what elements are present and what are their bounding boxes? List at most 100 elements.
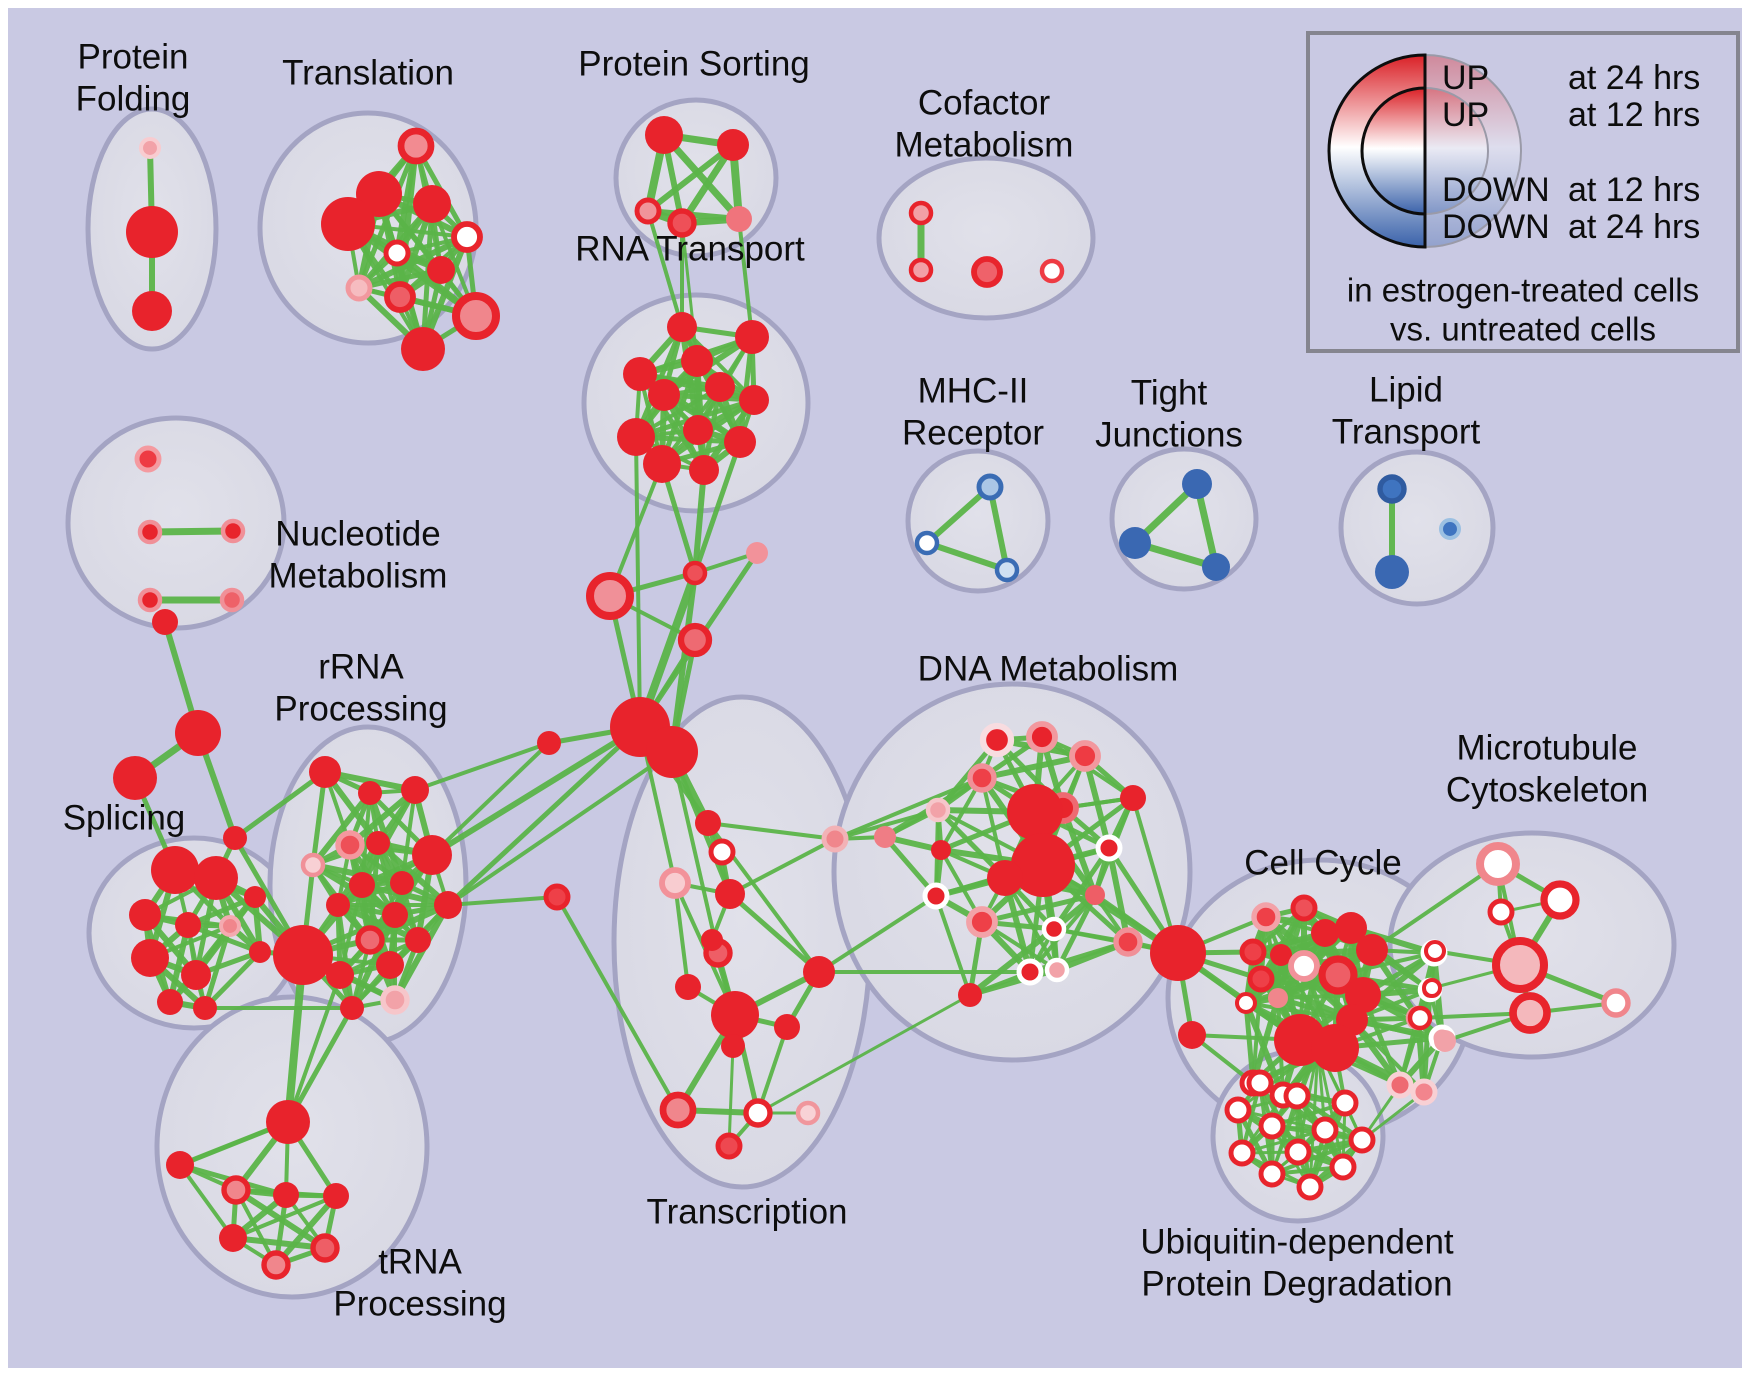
cluster-label-cofactor: Cofactor — [918, 84, 1051, 123]
edge-trna — [231, 1194, 338, 1240]
gene-node-splicing-8 — [157, 989, 183, 1015]
gene-node-cell_cycle-5 — [1234, 991, 1258, 1015]
edge-dna — [967, 926, 1057, 998]
cluster-label-rrna: rRNA — [318, 648, 404, 687]
edge-splicing — [167, 922, 191, 1005]
gene-node-ubiquitin-3 — [1331, 1089, 1359, 1117]
gene-node-cell_cycle-0 — [1251, 902, 1281, 932]
gene-node-cell_cycle-6 — [1268, 988, 1288, 1008]
gene-node-backbone-7 — [821, 825, 849, 853]
edge-link — [646, 209, 684, 329]
gene-node-backbone-5 — [746, 542, 768, 564]
gene-node-splicing_outer-0 — [175, 710, 221, 756]
gene-node-rrna-17 — [380, 985, 410, 1015]
gene-node-rrna-0 — [309, 756, 341, 788]
gene-node-transcription-10 — [721, 1034, 745, 1058]
gene-node-nucleotide-1 — [137, 519, 163, 545]
layer-legend: UP at 24 hrs UP at 12 hrs DOWN at 12 hrs DOWN a… — [1306, 31, 1740, 353]
edge-link — [555, 895, 680, 1112]
edge-link — [692, 467, 707, 576]
gene-node-rrna-11 — [355, 925, 385, 955]
gene-node-nucleotide-3 — [137, 587, 163, 613]
gene-node-dna-14 — [922, 882, 950, 910]
gene-node-transcription-12 — [743, 1098, 773, 1128]
cluster-label-translation: Translation — [282, 54, 454, 93]
cluster-label-trna: tRNA — [378, 1243, 462, 1282]
edge-mhc — [924, 540, 1010, 573]
cluster-label-rna-transport: RNA Transport — [575, 230, 805, 269]
legend-direction-label: DOWN — [1442, 171, 1550, 209]
gene-node-cell_cycle-22 — [1386, 1071, 1414, 1099]
gene-node-dna-20 — [1113, 927, 1143, 957]
cluster-label-nucleotide: Nucleotide — [275, 515, 440, 554]
edge-fan-ubiquitin — [1270, 1046, 1320, 1176]
gene-node-transcription-14 — [715, 1132, 743, 1160]
cluster-label-protein-sorting: Protein Sorting — [578, 45, 810, 84]
gene-node-splicing-1 — [194, 856, 238, 900]
gene-node-dna-12 — [987, 860, 1023, 896]
gene-node-nucleotide-0 — [134, 445, 162, 473]
gene-node-splicing-9 — [193, 996, 217, 1020]
legend-time-label: at 12 hrs — [1568, 96, 1700, 134]
gene-node-trna-0 — [266, 1100, 310, 1144]
gene-node-backbone-10 — [537, 731, 561, 755]
gene-node-translation-8 — [384, 281, 416, 313]
gene-node-cell_cycle-3 — [1270, 944, 1292, 966]
gene-node-rrna-3 — [335, 830, 365, 860]
edge-link — [737, 217, 754, 339]
gene-node-backbone-6 — [543, 883, 571, 911]
gene-node-ubiquitin-9 — [1329, 1153, 1357, 1181]
gene-node-cell_cycle-9 — [1311, 919, 1339, 947]
gene-node-trna-2 — [221, 1175, 251, 1205]
cluster-label-splicing: Splicing — [63, 799, 186, 838]
gene-node-cell_cycle-12 — [1345, 977, 1381, 1013]
gene-node-microtubule-8 — [1601, 988, 1631, 1018]
edge-rrna — [310, 790, 373, 868]
legend-box — [1306, 31, 1740, 353]
gene-node-cell_cycle-15 — [1311, 1024, 1359, 1072]
gene-node-nucleotide-4 — [219, 587, 245, 613]
edge-transcription — [673, 881, 690, 989]
gene-node-nucleotide-2 — [220, 518, 246, 544]
gene-node-microtubule-6 — [1407, 1005, 1433, 1031]
cluster-label-ubiquitin: Protein Degradation — [1141, 1265, 1452, 1304]
cluster-ellipse-trna — [154, 994, 430, 1300]
edge-link — [1370, 862, 1500, 952]
gene-node-ubiquitin-2 — [1283, 1082, 1311, 1110]
gene-node-dna-4 — [925, 797, 951, 823]
gene-node-tight-1 — [1119, 527, 1151, 559]
gene-node-ubiquitin-5 — [1311, 1116, 1339, 1144]
gene-node-dna-2 — [1069, 740, 1101, 772]
cluster-label-cofactor: Metabolism — [895, 126, 1074, 165]
gene-node-splicing_outer-1 — [113, 756, 157, 800]
gene-node-lipid-2 — [1375, 555, 1409, 589]
gene-node-dna-0 — [979, 722, 1015, 758]
cluster-ellipse-tight — [1109, 446, 1259, 592]
gene-node-rrna-18 — [434, 891, 462, 919]
gene-node-cell_cycle-23 — [1410, 1078, 1438, 1106]
gene-node-dna-9 — [1095, 834, 1123, 862]
cluster-label-microtubule: Microtubule — [1457, 729, 1638, 768]
gene-node-trna-6 — [310, 1233, 340, 1263]
edge-fan-ubiquitin — [1308, 1046, 1320, 1189]
legend-direction-label: UP — [1442, 59, 1489, 97]
legend-left-half — [1360, 86, 1427, 216]
edge-link — [446, 895, 559, 907]
gene-node-rrna-10 — [382, 902, 408, 928]
cluster-label-ubiquitin: Ubiquitin-dependent — [1140, 1223, 1454, 1262]
cluster-label-transcription: Transcription — [647, 1193, 848, 1232]
gene-node-lipid-1 — [1438, 517, 1462, 541]
gene-node-microtubule-4 — [1492, 937, 1548, 993]
gene-node-cofactor-0 — [908, 200, 934, 226]
gene-node-transcription-13 — [795, 1100, 821, 1126]
gene-node-translation-9 — [452, 292, 500, 340]
gene-node-transcription-11 — [659, 1091, 697, 1129]
gene-node-dna-15 — [966, 906, 998, 938]
gene-node-rrna-14 — [405, 927, 431, 953]
gene-node-ubiquitin-0 — [1246, 1069, 1274, 1097]
gene-node-rrna-8 — [349, 872, 375, 898]
edge-trna — [178, 1163, 235, 1240]
gene-node-protein_sorting-2 — [634, 197, 662, 225]
gene-node-splicing-0 — [151, 846, 199, 894]
gene-node-cell_cycle-8 — [1318, 955, 1358, 995]
